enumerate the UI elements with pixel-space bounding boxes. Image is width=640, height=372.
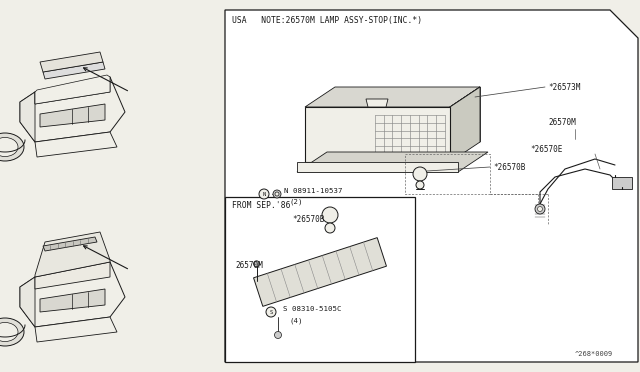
Polygon shape	[20, 77, 125, 142]
Polygon shape	[40, 289, 105, 312]
Polygon shape	[35, 232, 110, 277]
Text: N 08911-10537: N 08911-10537	[284, 188, 342, 194]
Polygon shape	[35, 262, 110, 289]
Text: ^268*0009: ^268*0009	[575, 351, 613, 357]
Text: *26570E: *26570E	[530, 144, 563, 154]
Polygon shape	[20, 92, 35, 142]
Polygon shape	[35, 132, 117, 157]
Polygon shape	[20, 277, 35, 327]
Text: S: S	[269, 310, 273, 314]
Polygon shape	[297, 162, 458, 172]
Polygon shape	[35, 317, 117, 342]
Circle shape	[266, 307, 276, 317]
Circle shape	[275, 331, 282, 339]
Text: *26570B: *26570B	[292, 215, 324, 224]
Polygon shape	[40, 52, 103, 72]
Circle shape	[325, 223, 335, 233]
Polygon shape	[40, 104, 105, 127]
Text: *26570B: *26570B	[493, 163, 525, 171]
Polygon shape	[35, 75, 110, 104]
Polygon shape	[305, 87, 480, 107]
Text: USA   NOTE:26570M LAMP ASSY-STOP(INC.*): USA NOTE:26570M LAMP ASSY-STOP(INC.*)	[232, 16, 422, 25]
Text: *26573M: *26573M	[548, 83, 580, 92]
Text: (2): (2)	[290, 199, 303, 205]
Polygon shape	[305, 107, 450, 162]
Text: FROM SEP.'86: FROM SEP.'86	[232, 201, 291, 209]
Polygon shape	[35, 77, 110, 104]
Polygon shape	[366, 99, 388, 107]
Polygon shape	[225, 10, 638, 362]
Polygon shape	[20, 262, 125, 327]
Circle shape	[253, 261, 260, 267]
Polygon shape	[450, 87, 480, 142]
Polygon shape	[450, 87, 480, 142]
Polygon shape	[450, 87, 480, 142]
Text: S 08310-5105C: S 08310-5105C	[283, 306, 342, 312]
Circle shape	[538, 206, 543, 212]
Text: (4): (4)	[290, 318, 303, 324]
Polygon shape	[297, 152, 488, 172]
Ellipse shape	[0, 138, 18, 157]
Ellipse shape	[0, 133, 24, 161]
Circle shape	[275, 192, 279, 196]
Ellipse shape	[0, 318, 24, 346]
Polygon shape	[43, 237, 97, 251]
Circle shape	[273, 190, 281, 198]
Text: 26570M: 26570M	[548, 118, 576, 126]
Polygon shape	[253, 238, 387, 307]
Polygon shape	[225, 197, 415, 362]
Circle shape	[322, 207, 338, 223]
Ellipse shape	[0, 323, 18, 341]
Circle shape	[413, 167, 427, 181]
Polygon shape	[43, 62, 105, 79]
Circle shape	[535, 204, 545, 214]
Polygon shape	[450, 87, 480, 162]
Polygon shape	[612, 177, 632, 189]
Circle shape	[416, 181, 424, 189]
Text: N: N	[262, 192, 266, 196]
Text: 26570M: 26570M	[235, 260, 263, 269]
Circle shape	[259, 189, 269, 199]
